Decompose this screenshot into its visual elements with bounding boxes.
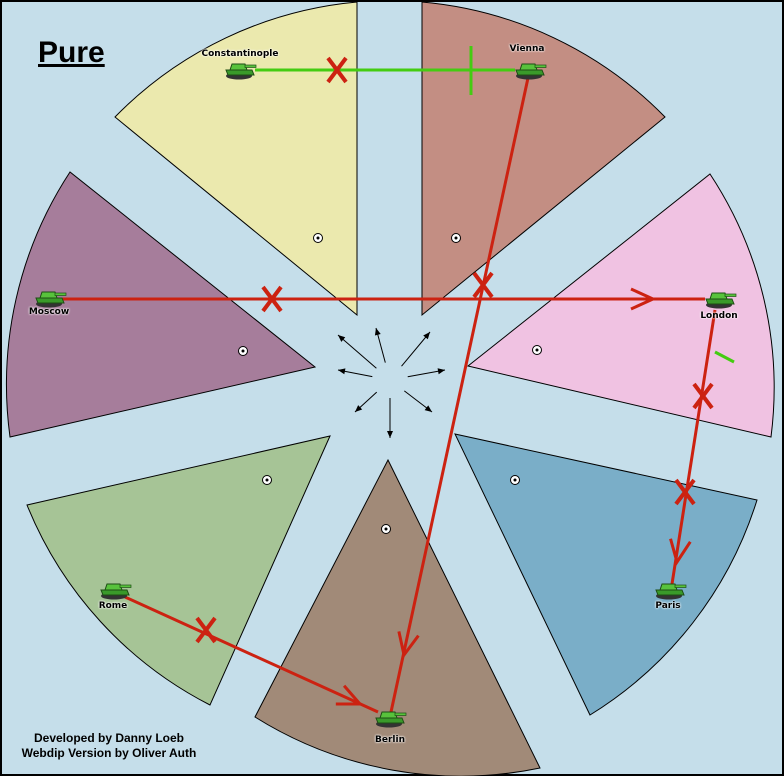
supply-center-dot <box>535 348 539 352</box>
failed-order-x-icon <box>326 56 348 84</box>
failed-order-x-icon <box>195 616 217 644</box>
province-label-paris: Paris <box>655 601 681 611</box>
arrowhead-icon <box>355 405 363 412</box>
army-tank-icon[interactable] <box>375 711 407 728</box>
failed-order-x-icon <box>692 382 714 410</box>
province-label-moscow: Moscow <box>28 307 70 317</box>
province-paris[interactable] <box>454 433 758 716</box>
army-tank-icon[interactable] <box>655 583 687 600</box>
move-arrowhead-icon <box>335 684 364 706</box>
arrowhead-icon <box>338 335 346 342</box>
direction-arrow <box>337 334 377 369</box>
province-label-rome: Rome <box>98 601 128 611</box>
arrowhead-icon <box>423 332 430 340</box>
credit-developer: Developed by Danny Loeb <box>33 731 185 745</box>
army-tank-icon[interactable] <box>515 63 547 80</box>
province-label-constantinople: Constantinople <box>201 49 279 59</box>
army-tank-icon[interactable] <box>35 291 67 308</box>
province-label-vienna: Vienna <box>509 44 545 54</box>
arrowhead-icon <box>437 368 445 375</box>
move-line-london-paris <box>670 309 717 585</box>
credits: Developed by Danny Loeb Webdip Version b… <box>14 731 204 761</box>
direction-arrow <box>401 331 431 367</box>
supply-center-dot <box>316 236 320 240</box>
supply-center-dot <box>454 236 458 240</box>
credit-webdip: Webdip Version by Oliver Auth <box>21 746 197 760</box>
province-moscow[interactable] <box>5 171 317 438</box>
province-label-london: London <box>700 311 738 321</box>
arrowhead-icon <box>387 431 393 438</box>
move-arrowhead-icon <box>630 287 657 311</box>
move-arrowhead-icon <box>669 538 692 566</box>
province-london[interactable] <box>466 173 775 438</box>
support-hold-bar <box>714 350 735 364</box>
variant-title: Pure <box>38 36 105 69</box>
arrowhead-icon <box>374 328 381 336</box>
province-constantinople[interactable] <box>114 1 358 317</box>
failed-order-x-icon <box>674 478 696 506</box>
province-label-berlin: Berlin <box>375 735 405 745</box>
army-tank-icon[interactable] <box>705 292 737 309</box>
province-vienna[interactable] <box>421 1 666 317</box>
supply-center-dot <box>265 478 269 482</box>
army-tank-icon[interactable] <box>100 583 132 600</box>
supply-center-dot <box>241 349 245 353</box>
arrowhead-icon <box>424 405 432 412</box>
move-line-vienna-berlin <box>389 77 530 713</box>
failed-order-x-icon <box>261 285 283 313</box>
army-tank-icon[interactable] <box>225 63 257 80</box>
failed-order-x-icon <box>472 271 494 299</box>
arrowhead-icon <box>338 368 346 375</box>
supply-center-dot <box>384 527 388 531</box>
center-arrows <box>337 327 446 438</box>
province-rome[interactable] <box>26 435 331 706</box>
province-berlin[interactable] <box>254 458 541 776</box>
move-arrowhead-icon <box>397 631 420 659</box>
supply-center-dot <box>513 478 517 482</box>
move-line-rome-berlin <box>124 595 379 714</box>
